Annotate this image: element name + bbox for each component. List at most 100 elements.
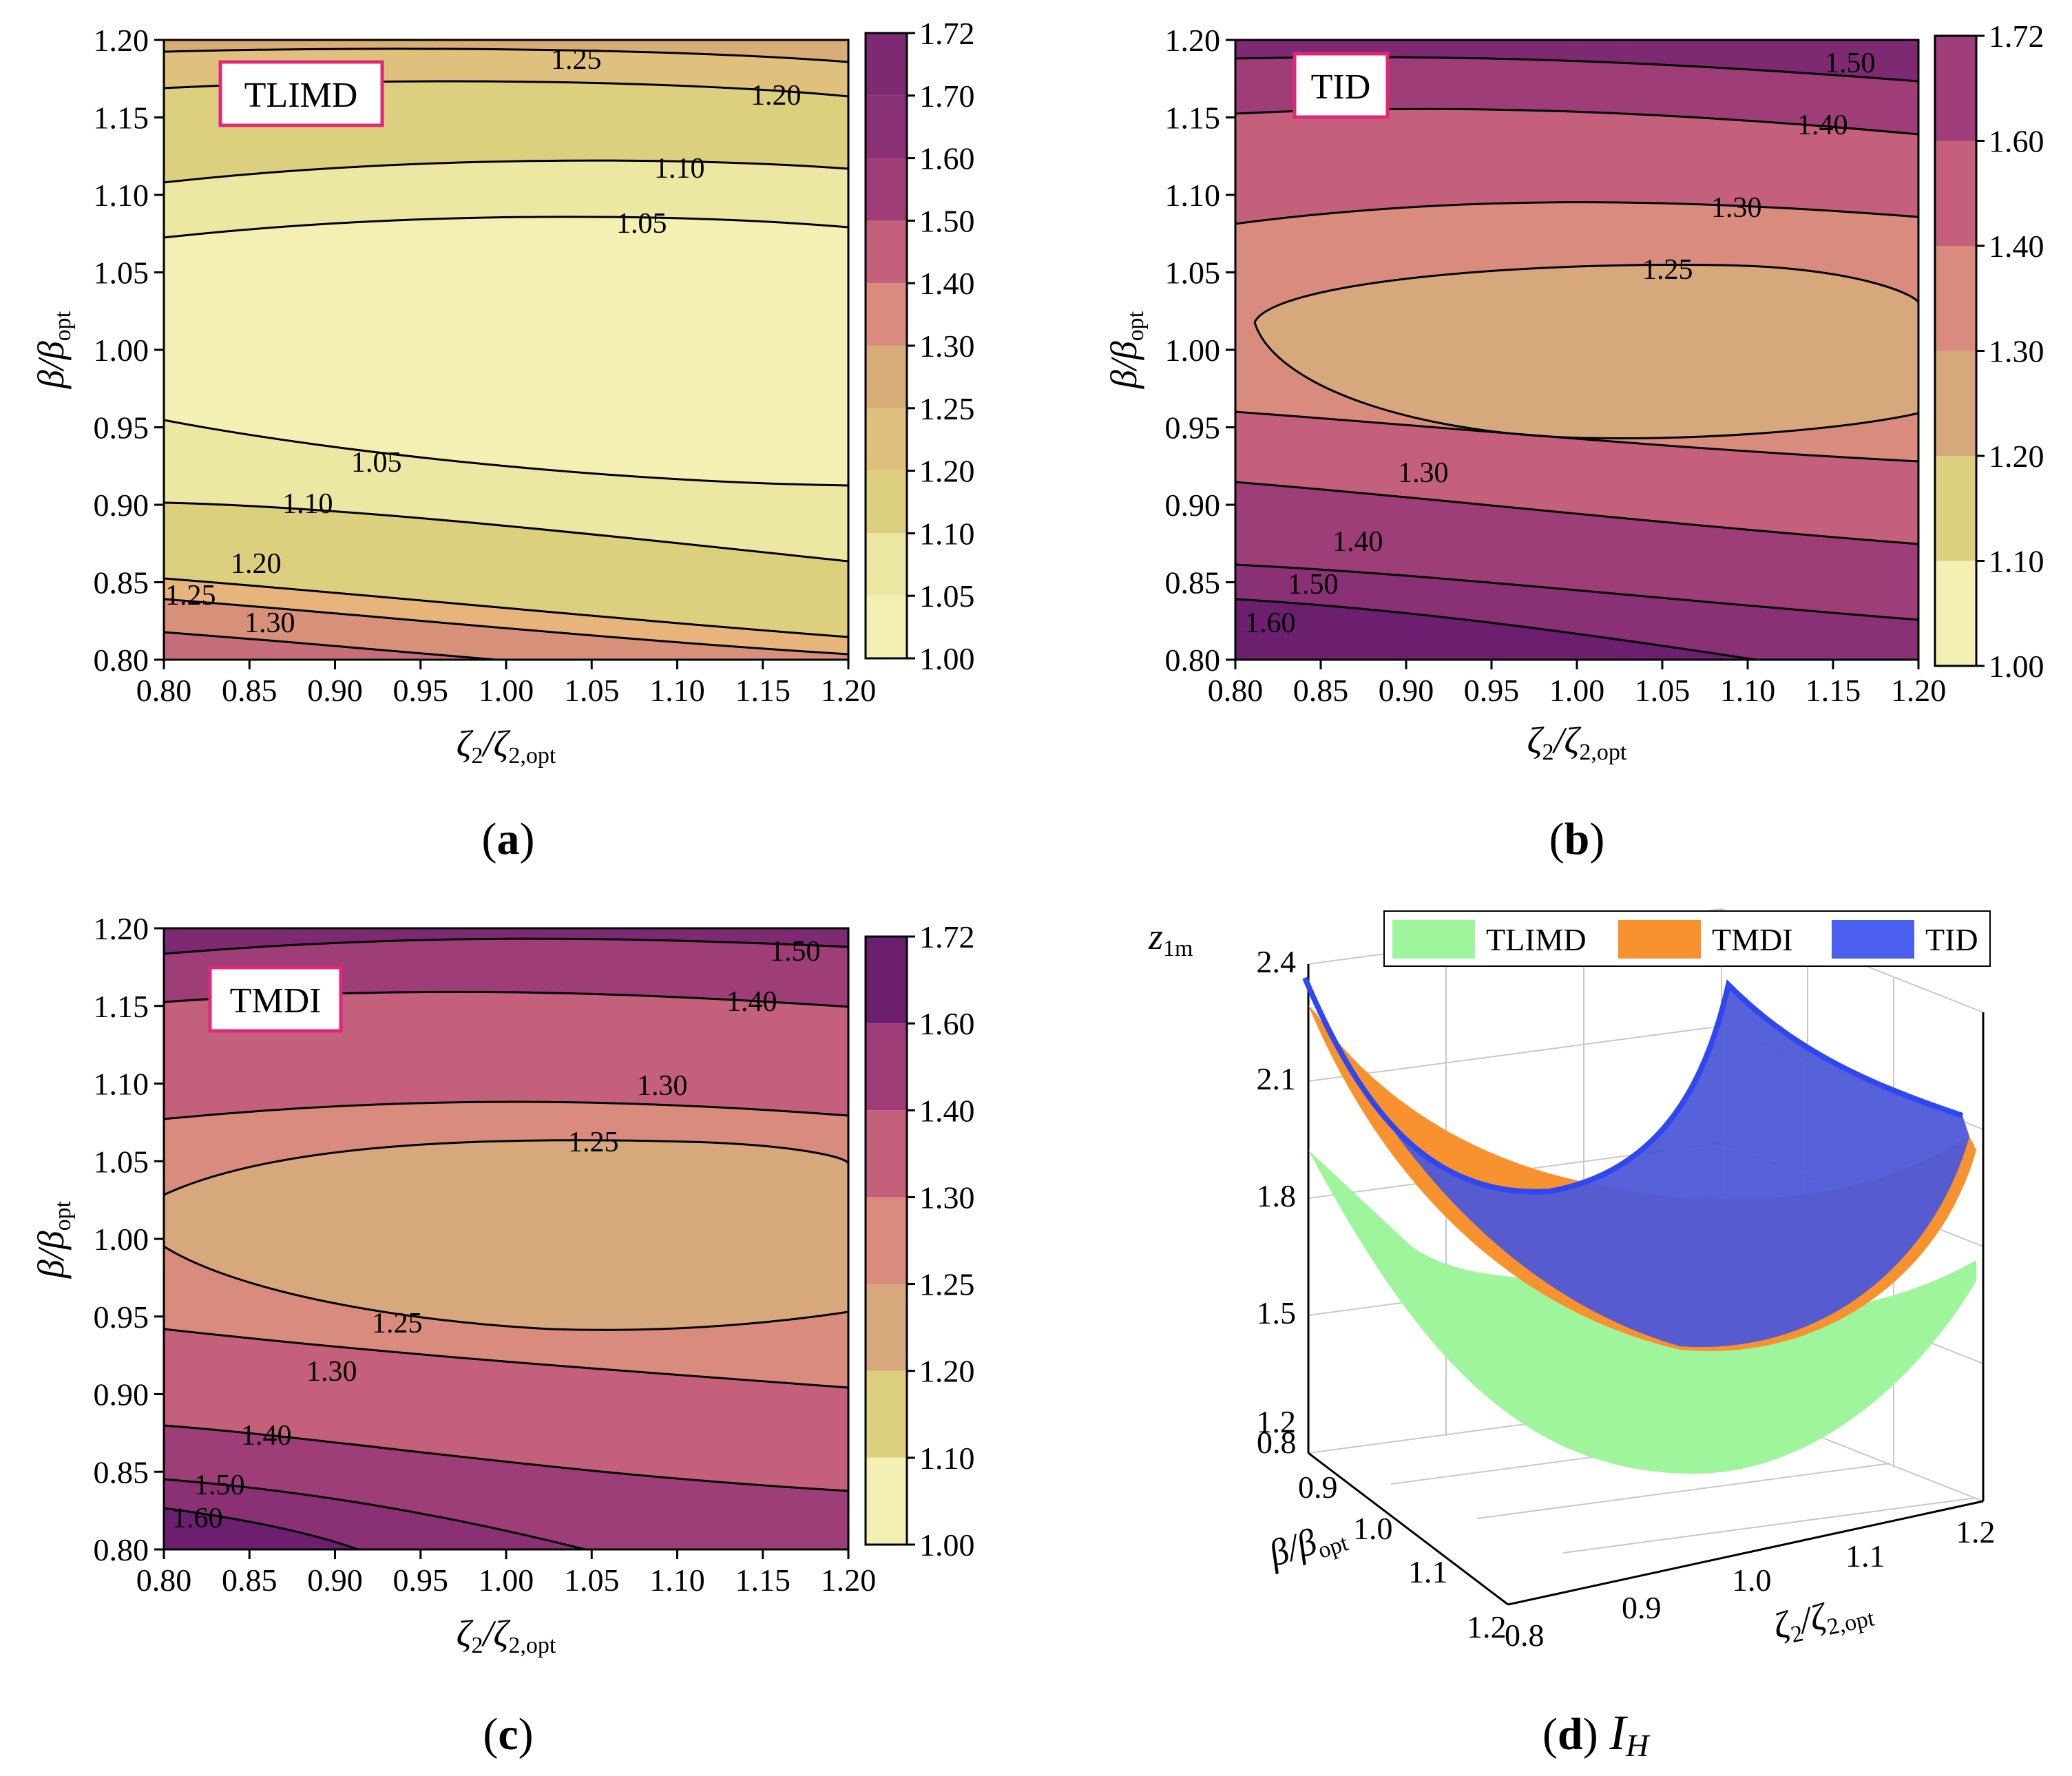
panel-a-tag: TLIMD (218, 60, 384, 127)
colorbar-label: 1.30 (919, 1180, 975, 1215)
svg-text:ζ2/ζ2,opt: ζ2/ζ2,opt (1527, 720, 1627, 765)
panel-a-clabel: 1.20 (751, 80, 802, 112)
colorbar-segment (866, 1110, 907, 1198)
beta-tick: 0.9 (1298, 1470, 1338, 1505)
panel-a-xticks: 0.80 0.85 0.90 0.95 1.00 1.05 1.10 1.15 1.20 (136, 660, 877, 708)
panel-d: TLIMD TMDI TID 2.4 2.1 1.8 1.5 1.2 z1m 0… (1148, 908, 1996, 1763)
panel-b-clabel: 1.30 (1711, 192, 1762, 224)
colorbar-segment (866, 596, 907, 658)
panel-a-clabel: 1.05 (351, 447, 402, 479)
x-tick-label: 0.85 (222, 673, 278, 708)
colorbar-label: 1.05 (919, 578, 975, 614)
panel-d-beta-label: β/βopt (1263, 1511, 1352, 1578)
panel-d-surfaces (1302, 976, 1976, 1474)
y-tick-label: 1.10 (1165, 178, 1221, 213)
y-tick-label: 1.00 (1165, 333, 1221, 368)
zeta-tick: 0.9 (1622, 1590, 1662, 1625)
panel-b-clabel: 1.30 (1398, 457, 1449, 489)
colorbar-segment (1935, 36, 1976, 141)
colorbar-segment (866, 220, 907, 284)
panel-c-tag: TMDI (208, 965, 343, 1033)
panel-b-caption: (b) (1549, 814, 1605, 864)
x-tick-label: 1.20 (1891, 673, 1947, 708)
beta-tick: 1.2 (1467, 1609, 1507, 1644)
panel-a-caption: (a) (482, 814, 535, 864)
panel-a-contour-labels: 1.25 1.20 1.10 1.05 1.05 1.10 1.20 1.25 … (165, 44, 802, 639)
panel-c-ylabel: β/βopt (30, 1200, 76, 1279)
x-tick-label: 0.95 (1464, 673, 1520, 708)
panel-a: 1.25 1.20 1.10 1.05 1.05 1.10 1.20 1.25 … (30, 16, 975, 864)
colorbar-segment (866, 1284, 907, 1371)
panel-c-clabel: 1.50 (770, 936, 821, 968)
x-tick-label: 1.15 (735, 1563, 791, 1598)
x-tick-label: 1.15 (1806, 673, 1861, 708)
panel-d-caption: (d) IH (1542, 1705, 1651, 1763)
colorbar-segment (866, 1457, 907, 1545)
colorbar-label: 1.00 (1989, 649, 2044, 684)
panel-b-tag-text: TID (1311, 67, 1371, 107)
panel-c-clabel: 1.60 (172, 1503, 223, 1534)
colorbar-label: 1.40 (919, 266, 975, 301)
panel-c-clabel: 1.25 (372, 1308, 423, 1339)
panel-b: 1.50 1.40 1.30 1.25 1.30 1.40 1.50 1.60 … (1103, 19, 2044, 864)
svg-text:β/βopt: β/βopt (30, 311, 76, 389)
y-tick-label: 0.80 (94, 1532, 149, 1567)
zeta-tick: 1.2 (1956, 1514, 1996, 1549)
panel-b-contour-fill (1235, 40, 1918, 660)
x-tick-label: 0.85 (222, 1563, 278, 1598)
y-tick-label: 1.20 (94, 911, 149, 946)
y-tick-label: 1.15 (94, 101, 149, 136)
colorbar-label: 1.30 (1989, 334, 2044, 369)
svg-text:ζ2/ζ2,opt: ζ2/ζ2,opt (457, 723, 556, 769)
panel-b-clabel: 1.50 (1825, 48, 1876, 79)
beta-tick: 0.8 (1257, 1425, 1297, 1460)
colorbar-label: 1.50 (919, 203, 975, 238)
panel-b-tag: TID (1293, 52, 1390, 119)
panel-c-yticks: 1.20 1.15 1.10 1.05 1.00 0.95 0.90 0.85 0.80 (94, 911, 164, 1567)
y-tick-label: 1.20 (1165, 23, 1221, 58)
panel-b-colorbar: 1.00 1.10 1.20 1.30 1.40 1.60 1.72 (1934, 19, 2044, 684)
panel-a-clabel: 1.05 (616, 208, 667, 240)
colorbar-segment (866, 1197, 907, 1284)
panel-a-contour-fill (164, 40, 848, 660)
x-tick-label: 0.90 (1379, 673, 1434, 708)
x-tick-label: 0.80 (1208, 673, 1264, 708)
x-tick-label: 1.05 (564, 1563, 620, 1598)
colorbar-segment (866, 470, 907, 534)
panel-a-colorbar: 1.00 1.05 1.10 1.20 1.25 1.30 1.40 1.50 1.60 1.70… (864, 16, 975, 676)
colorbar-label: 1.72 (1989, 19, 2044, 54)
panel-a-clabel: 1.10 (654, 153, 705, 185)
panel-d-zlabel: z1m (1148, 916, 1193, 961)
y-tick-label: 1.20 (94, 23, 149, 58)
panel-c-xlabel: ζ2/ζ2,opt (457, 1613, 556, 1658)
panel-b-clabel: 1.60 (1245, 607, 1296, 639)
panel-a-clabel: 1.10 (282, 488, 333, 520)
svg-text:ζ2/ζ2,opt: ζ2/ζ2,opt (457, 1613, 556, 1658)
x-tick-label: 1.20 (821, 673, 877, 708)
colorbar-label: 1.60 (919, 1006, 975, 1041)
z-tick: 1.2 (1257, 1404, 1297, 1439)
z-tick: 2.4 (1257, 944, 1297, 979)
x-tick-label: 0.95 (393, 1563, 449, 1598)
colorbar-segment (1935, 561, 1976, 666)
panel-b-clabel: 1.40 (1332, 526, 1383, 558)
legend-label: TLIMD (1486, 922, 1587, 957)
x-tick-label: 0.95 (393, 673, 449, 708)
colorbar-label: 1.72 (919, 919, 975, 954)
colorbar-label: 1.00 (919, 1527, 975, 1563)
y-tick-label: 0.85 (94, 565, 149, 600)
y-tick-label: 0.85 (94, 1454, 149, 1490)
x-tick-label: 1.05 (1635, 673, 1691, 708)
panel-c-tag-text: TMDI (230, 981, 322, 1021)
colorbar-segment (866, 1370, 907, 1458)
colorbar-label: 1.30 (919, 328, 975, 364)
svg-text:β/βopt: β/βopt (1103, 311, 1149, 389)
panel-c: 1.50 1.40 1.30 1.25 1.25 1.30 1.40 1.50 … (30, 911, 975, 1759)
panel-d-zeta-ticks: 0.8 0.9 1.0 1.1 1.2 (1505, 1514, 1996, 1653)
y-tick-label: 1.00 (94, 333, 149, 368)
svg-text:β/βopt: β/βopt (30, 1200, 76, 1279)
panel-b-xticks: 0.80 0.85 0.90 0.95 1.00 1.05 1.10 1.15 1.20 (1208, 660, 1947, 708)
x-tick-label: 1.15 (735, 673, 791, 708)
y-tick-label: 0.95 (94, 1299, 149, 1335)
